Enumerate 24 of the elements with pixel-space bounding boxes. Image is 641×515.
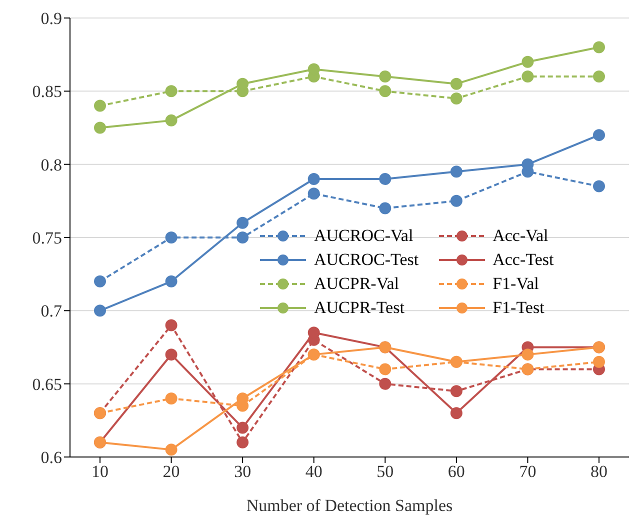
legend-label: AUCROC-Test: [314, 250, 419, 270]
legend-label: AUCROC-Val: [314, 226, 414, 246]
y-tick-label: 0.8: [40, 155, 62, 174]
x-tick-label: 80: [590, 462, 608, 482]
x-tick-label: 70: [519, 462, 536, 482]
legend-label: Acc-Test: [492, 250, 554, 270]
legend-label: F1-Test: [492, 298, 544, 318]
x-tick-label: 20: [162, 462, 180, 482]
x-tick-label: 40: [305, 462, 322, 482]
y-tick-label: 0.85: [32, 82, 62, 102]
x-tick-label: 10: [92, 462, 108, 482]
y-tick-label: 0.9: [40, 9, 62, 28]
legend-label: AUCPR-Val: [314, 274, 400, 294]
x-tick-label: 30: [234, 462, 252, 482]
y-tick-label: 0.65: [32, 374, 62, 394]
legend-label: AUCPR-Test: [314, 298, 404, 318]
x-tick-label: 50: [376, 462, 394, 482]
x-tick-label: 60: [448, 462, 465, 482]
y-tick-label: 0.7: [40, 302, 62, 321]
y-tick-label: 0.6: [40, 448, 62, 468]
legend-label: Acc-Val: [492, 226, 548, 246]
x-axis-title: Number of Detection Samples: [246, 496, 453, 515]
y-tick-label: 0.75: [32, 228, 62, 248]
legend-label: F1-Val: [492, 274, 539, 294]
